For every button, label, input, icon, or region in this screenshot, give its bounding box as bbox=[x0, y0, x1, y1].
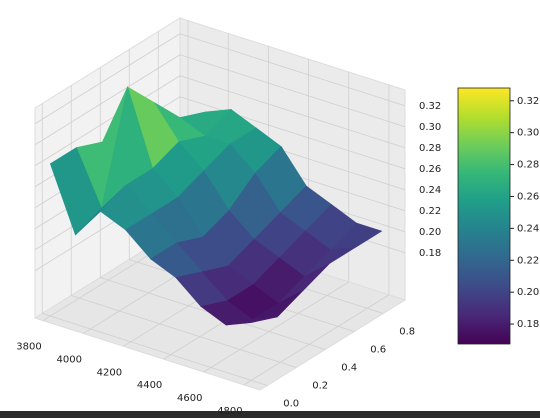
grid-line bbox=[34, 33, 181, 125]
colorbar-tick-label: 0.18 bbox=[517, 319, 539, 330]
y-tick-label: 0.0 bbox=[283, 399, 299, 410]
grid-line bbox=[179, 96, 406, 170]
x-tick-label: 4800 bbox=[217, 406, 242, 417]
x-tick-label: 4000 bbox=[56, 354, 81, 365]
grid-line bbox=[243, 294, 390, 386]
y-tick-label: 0.8 bbox=[399, 327, 415, 338]
y-tick-label: 0.2 bbox=[312, 381, 328, 392]
surface-cell bbox=[226, 316, 278, 326]
z-tick-label: 0.24 bbox=[419, 185, 441, 196]
x-tick-label: 4400 bbox=[137, 380, 162, 391]
grid-line bbox=[179, 75, 406, 149]
grid-line bbox=[42, 313, 268, 386]
grid-line bbox=[34, 75, 181, 167]
grid-line bbox=[203, 281, 349, 373]
x-tick-label: 4600 bbox=[177, 393, 202, 404]
bottom-bar bbox=[0, 411, 540, 418]
colorbar-tick-label: 0.28 bbox=[517, 160, 539, 171]
z-tick-label: 0.30 bbox=[419, 122, 441, 133]
colorbar bbox=[457, 87, 511, 345]
x-tick-label: 4200 bbox=[97, 367, 122, 378]
colorbar-tick-label: 0.30 bbox=[517, 128, 539, 139]
colorbar-tick-label: 0.26 bbox=[517, 191, 539, 202]
colorbar-tick-label: 0.20 bbox=[517, 287, 539, 298]
x-tick-label: 3800 bbox=[16, 342, 41, 353]
colorbar-tick-label: 0.22 bbox=[517, 255, 539, 266]
y-tick-label: 0.6 bbox=[370, 345, 386, 356]
z-tick-label: 0.18 bbox=[419, 248, 441, 259]
z-tick-label: 0.26 bbox=[419, 164, 441, 175]
z-tick-label: 0.32 bbox=[419, 101, 441, 112]
grid-line bbox=[34, 54, 181, 146]
y-tick-label: 0.4 bbox=[341, 363, 357, 374]
z-tick-label: 0.20 bbox=[419, 227, 441, 238]
grid-line bbox=[179, 33, 406, 107]
colorbar-tick-label: 0.24 bbox=[517, 223, 539, 234]
z-tick-label: 0.28 bbox=[419, 143, 441, 154]
z-tick-label: 0.22 bbox=[419, 206, 441, 217]
grid-line bbox=[71, 295, 297, 368]
grid-line bbox=[179, 54, 406, 128]
colorbar-tick-label: 0.32 bbox=[517, 96, 539, 107]
